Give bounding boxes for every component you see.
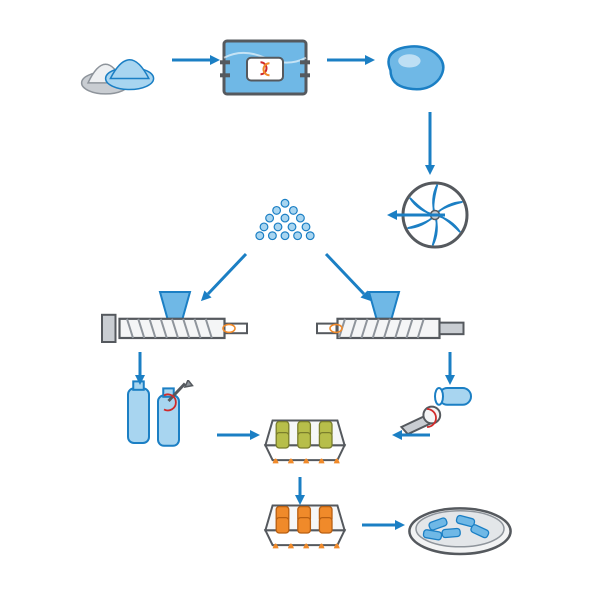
arrow-blob-to-grinder bbox=[423, 110, 437, 177]
blob-icon bbox=[380, 40, 450, 100]
bottle-mold-icon bbox=[125, 380, 200, 455]
arrow-grinder-to-pellets bbox=[385, 208, 447, 222]
arrow-tube-cutter-to-oven-1 bbox=[390, 428, 432, 442]
oven-1-icon bbox=[260, 415, 350, 475]
arrow-bottle-mold-to-oven-1 bbox=[215, 428, 262, 442]
arrow-extruder-left-to-bottle-mold bbox=[133, 350, 147, 387]
arrow-raw-powder-to-mixer bbox=[170, 53, 222, 67]
arrow-pellets-to-extruder-left bbox=[200, 250, 252, 302]
oven-2-icon bbox=[260, 500, 350, 560]
arrow-oven-1-to-oven-2 bbox=[293, 475, 307, 507]
pellets-icon bbox=[250, 195, 320, 255]
ice-bath-icon bbox=[405, 500, 515, 565]
arrow-mixer-to-blob bbox=[325, 53, 377, 67]
arrow-extruder-right-to-tube-cutter bbox=[443, 350, 457, 387]
arrow-pellets-to-extruder-right bbox=[320, 250, 372, 302]
raw-powder-icon bbox=[80, 40, 160, 100]
mixer-icon bbox=[220, 35, 310, 105]
arrow-oven-2-to-ice-bath bbox=[360, 518, 407, 532]
